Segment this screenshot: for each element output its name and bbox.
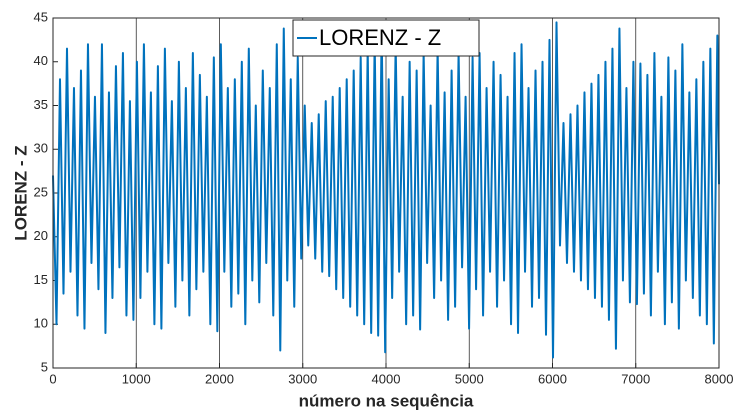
y-tick-label: 40 — [34, 53, 48, 68]
x-tick-label: 2000 — [205, 371, 234, 386]
y-tick-label: 35 — [34, 97, 48, 112]
y-tick-label: 30 — [34, 141, 48, 156]
y-axis-label: LORENZ - Z — [11, 145, 30, 240]
x-tick-label: 8000 — [705, 371, 734, 386]
x-tick-label: 3000 — [288, 371, 317, 386]
x-tick-label: 1000 — [122, 371, 151, 386]
x-tick-label: 5000 — [455, 371, 484, 386]
y-tick-label: 25 — [34, 184, 48, 199]
x-tick-label: 0 — [49, 371, 56, 386]
plot-frame — [52, 17, 720, 369]
y-tick-label: 15 — [34, 272, 48, 287]
y-tick-label: 20 — [34, 228, 48, 243]
data-line — [52, 21, 720, 359]
y-tick-label: 45 — [34, 9, 48, 24]
x-tick-label: 7000 — [621, 371, 650, 386]
legend: LORENZ - Z — [292, 19, 480, 57]
x-tick-label: 4000 — [372, 371, 401, 386]
y-tick-label: 5 — [41, 359, 48, 374]
legend-box — [292, 19, 480, 57]
legend-label: LORENZ - Z — [319, 25, 441, 50]
x-axis-label: número na sequência — [299, 391, 474, 410]
x-tick-label: 6000 — [538, 371, 567, 386]
y-tick-label: 10 — [34, 316, 48, 331]
